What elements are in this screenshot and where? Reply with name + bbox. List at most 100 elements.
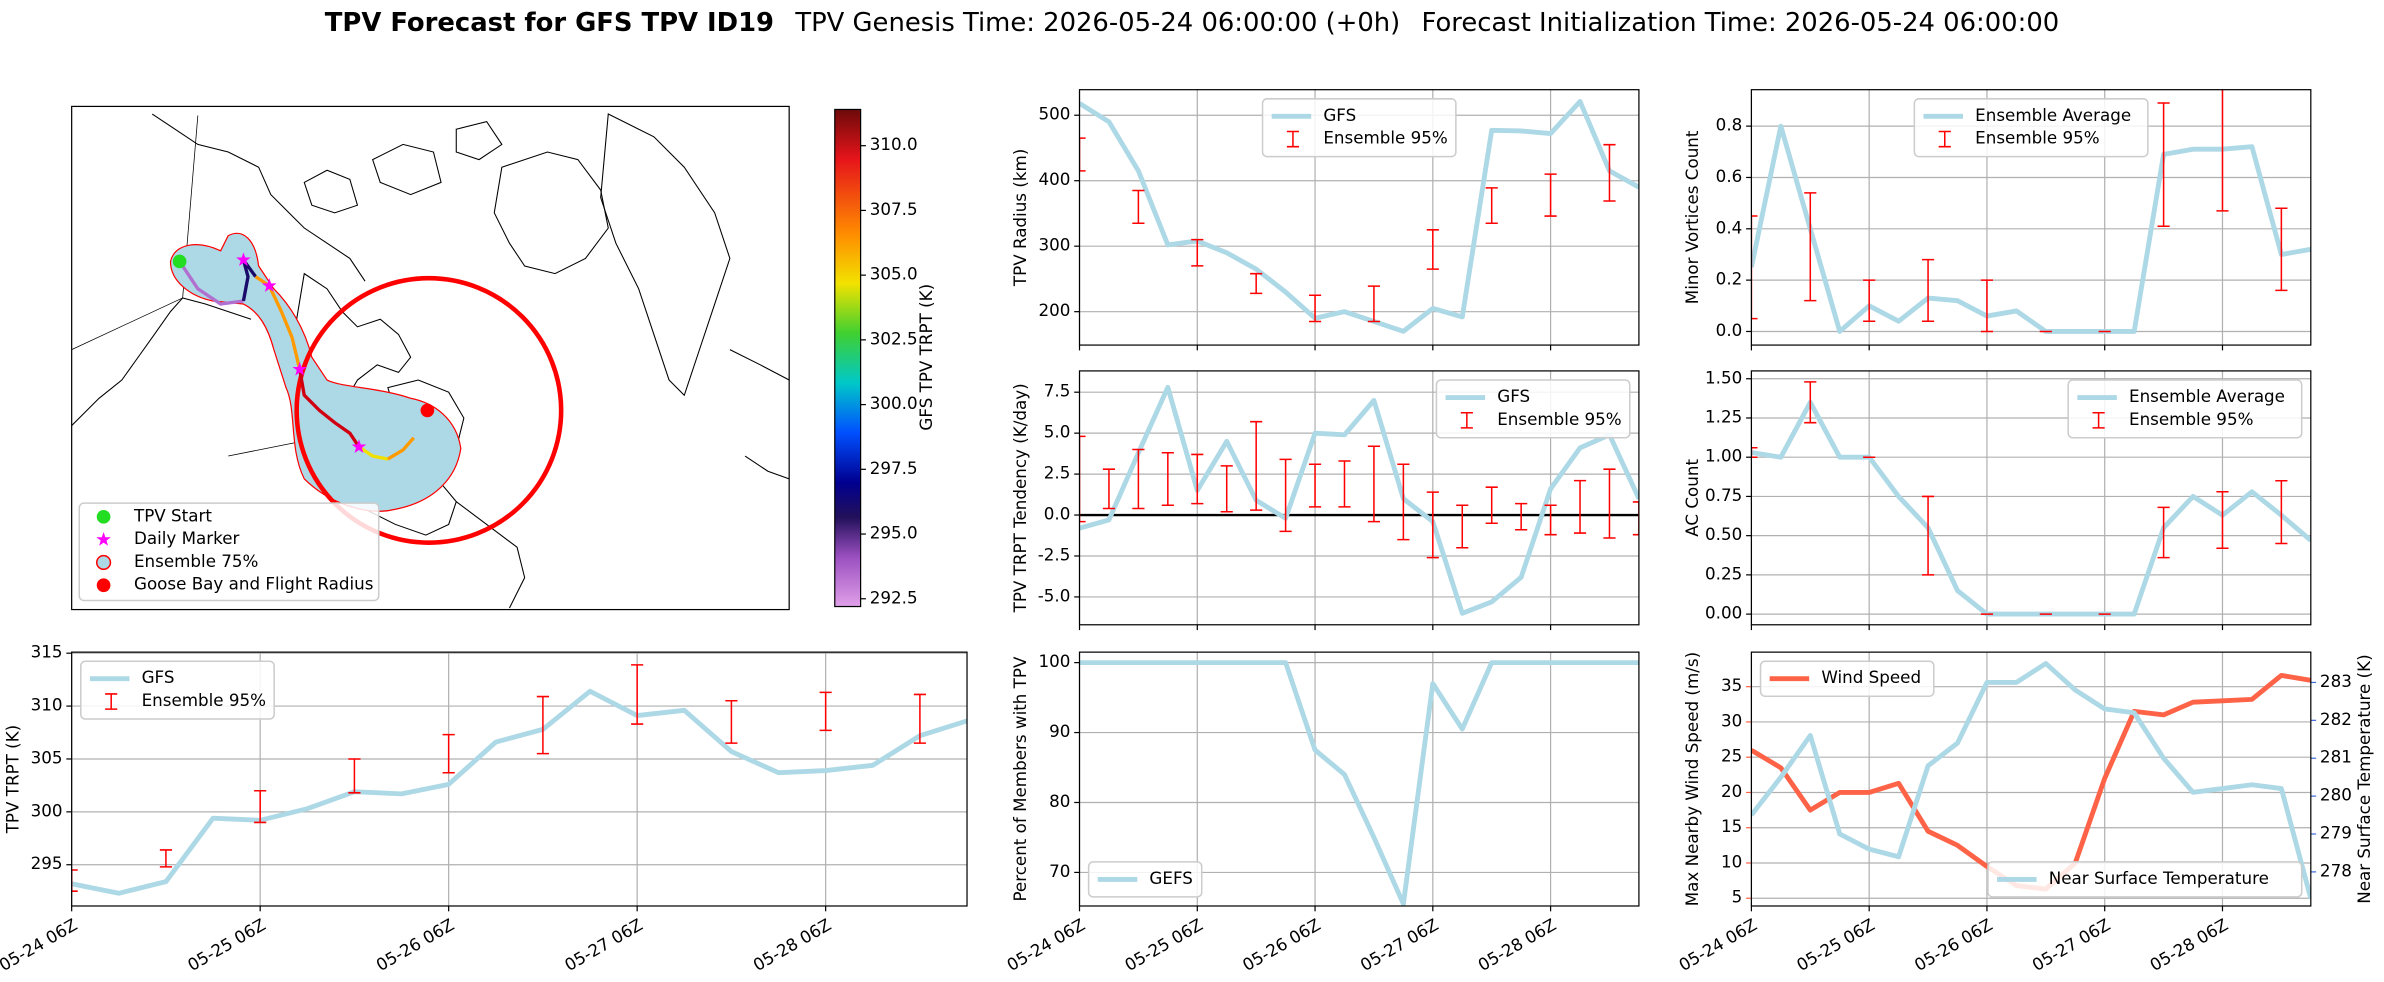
panel: 200 300 400 500 TPV Radius (km) GFS Ensemble 9… (1010, 89, 1640, 351)
y-tick-label: 1.50 (1705, 367, 1742, 387)
y-axis-label: Percent of Members with TPV (1010, 656, 1030, 902)
y-tick-label: 90 (1049, 721, 1070, 741)
x-tick-label: 05-27 06Z (561, 914, 646, 975)
error-bar (1921, 495, 1935, 576)
legend-box (1987, 861, 2303, 898)
suptitle: TPV Forecast for GFS TPV ID19 TPV Genesis… (325, 7, 2059, 37)
error-bar (2216, 490, 2229, 549)
error-bar (1220, 465, 1233, 513)
y-axis-label: Max Nearby Wind Speed (m/s) (1682, 652, 1702, 906)
axes-frame (1750, 89, 2312, 346)
y-tick-label: 300 (31, 800, 63, 820)
ensemble-area (169, 232, 564, 545)
y-tick-label: 0.0 (1716, 320, 1743, 340)
y-tick-label: 100 (1038, 651, 1070, 671)
series-group (1079, 660, 1639, 906)
legend: GFS Ensemble 95% (1261, 98, 1457, 158)
x-tick-label: 05-26 06Z (1911, 914, 1996, 975)
legend-marker (96, 510, 111, 524)
series-group (71, 664, 968, 896)
x-tick-label: 05-24 06Z (0, 914, 80, 975)
legend-label: Ensemble Average (1975, 105, 2131, 125)
y-tick-label: 0.0 (1044, 504, 1071, 524)
y-tick-label: 278 (2320, 860, 2352, 880)
axes-frame (1750, 651, 2312, 907)
x-tick-label: 05-25 06Z (1793, 914, 1878, 975)
error-bar (2275, 207, 2288, 292)
error-bar (1863, 279, 1876, 322)
legend-label: GFS (142, 667, 175, 687)
error-bar (1751, 447, 1758, 458)
y-axis-label: AC Count (1682, 459, 1702, 537)
y-tick-label: 10 (1721, 851, 1742, 871)
y-tick-label: 400 (1038, 169, 1070, 189)
series-group (1751, 381, 2311, 617)
error-bar (1191, 238, 1204, 267)
error-bar (1079, 137, 1086, 172)
y-tick-label: 30 (1721, 710, 1742, 730)
legend-label: Ensemble 95% (142, 690, 266, 710)
y-tick-label: 280 (2320, 785, 2352, 805)
legend-box (1087, 861, 1203, 898)
error-bar (1250, 272, 1263, 295)
error-bar (1367, 445, 1381, 523)
x-tick-label: 05-28 06Z (2146, 914, 2231, 975)
error-bar (1279, 458, 1292, 533)
colorbar-tick-label: 295.0 (870, 523, 918, 543)
axes-frame (1078, 89, 1640, 346)
error-bar (1456, 504, 1469, 549)
error-bar (2275, 479, 2288, 545)
x-tick-label: 05-25 06Z (1121, 914, 1206, 975)
error-bar (1921, 258, 1935, 322)
legend-label: Wind Speed (1821, 667, 1921, 687)
axes-frame (71, 651, 968, 907)
legend-box (1435, 379, 1631, 439)
y-tick-label: 0.75 (1705, 485, 1742, 505)
legend-label: Ensemble 95% (1975, 128, 2099, 148)
error-bar (1544, 504, 1557, 536)
colorbar-tick-label: 297.5 (870, 458, 918, 478)
legend: GFS Ensemble 95% (80, 660, 275, 720)
series-group (1079, 384, 1639, 616)
y-tick-label: 25 (1721, 746, 1742, 766)
init-time: Forecast Initialization Time: 2026-05-24… (1422, 7, 2060, 37)
x-tick-label: 05-28 06Z (749, 914, 834, 975)
y-tick-label: 0.6 (1716, 166, 1743, 186)
colorbar-tick-label: 310.0 (870, 134, 918, 154)
error-bar (1603, 468, 1616, 539)
y-tick-label: 295 (31, 853, 63, 873)
y-tick-label: 283 (2320, 671, 2352, 691)
legend: Wind Speed (1759, 660, 1935, 697)
map: TPV Start Daily Marker Ensemble 75% Goos… (71, 105, 936, 611)
legend: GFS Ensemble 95% (1435, 379, 1631, 439)
error-bar (1397, 463, 1410, 541)
error-bar (1426, 229, 1439, 270)
y-tick-label: 300 (1038, 235, 1070, 255)
legend-label: Ensemble 95% (1323, 128, 1447, 148)
legend-label: Ensemble 95% (1497, 409, 1621, 429)
error-bar (71, 869, 78, 892)
error-bar (1191, 453, 1204, 505)
line (1751, 123, 2311, 334)
x-tick-label: 05-27 06Z (2029, 914, 2114, 975)
x-tick-label: 05-27 06Z (1357, 914, 1442, 975)
error-bar (1603, 143, 1616, 202)
line (71, 688, 968, 896)
y-tick-label: -5.0 (1038, 585, 1071, 605)
error-bar (1751, 215, 1758, 320)
legend-marker (96, 578, 111, 593)
tpv-start (172, 254, 187, 269)
legend-box (1261, 98, 1457, 158)
y-tick-label: 0.25 (1705, 563, 1742, 583)
title: TPV Forecast for GFS TPV ID19 (325, 7, 774, 37)
legend-label: GFS (1497, 386, 1530, 406)
error-bar (1079, 435, 1086, 523)
legend-label: Ensemble 75% (134, 551, 258, 571)
y-tick-label: 2.5 (1044, 463, 1071, 483)
error-bar (1132, 189, 1145, 225)
y-tick-label: 20 (1721, 781, 1742, 801)
error-bar (159, 849, 172, 868)
y-axis-label: Minor Vortices Count (1682, 130, 1702, 304)
